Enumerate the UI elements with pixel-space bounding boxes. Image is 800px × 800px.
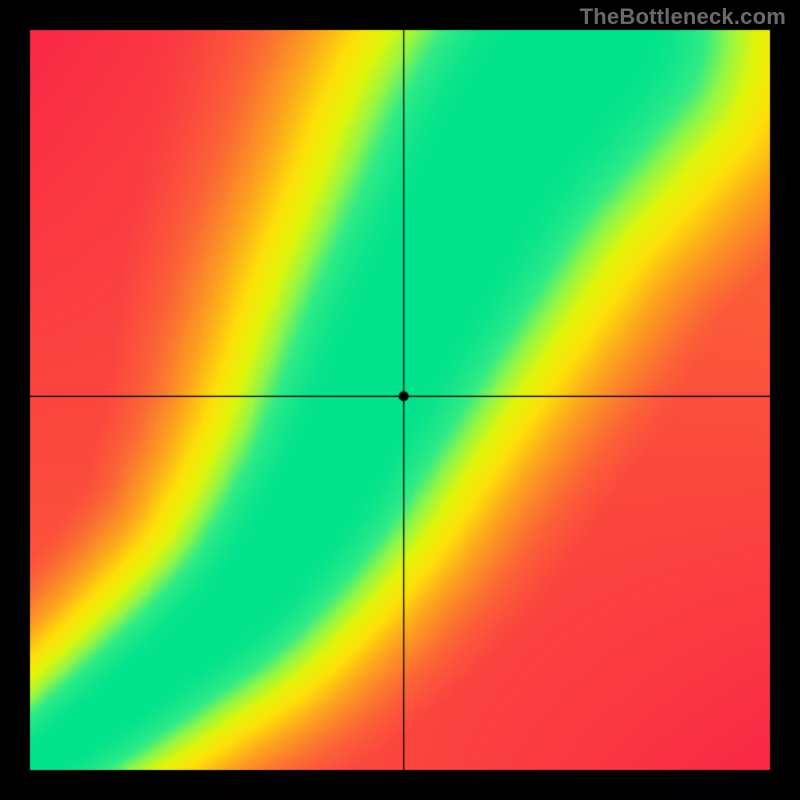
chart-container: { "watermark": { "text": "TheBottleneck.… [0,0,800,800]
heatmap-canvas [0,0,800,800]
watermark-text: TheBottleneck.com [580,4,786,30]
